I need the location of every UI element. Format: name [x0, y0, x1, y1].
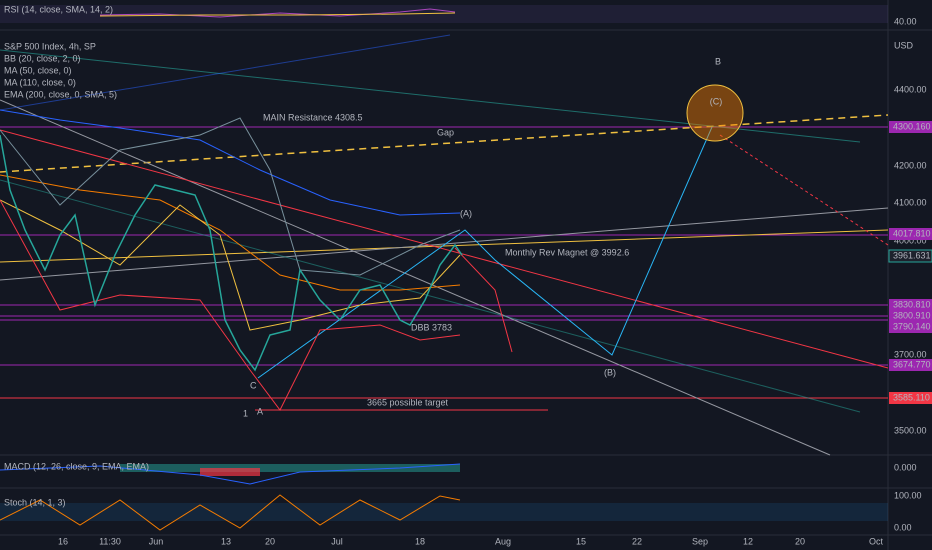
date-label: Jun	[149, 536, 164, 546]
legend-item: EMA (200, close, 0, SMA, 5)	[4, 89, 117, 99]
date-label: 13	[221, 536, 231, 546]
trend-line	[0, 99, 831, 456]
date-label: 16	[58, 536, 68, 546]
annotation: B	[715, 56, 721, 66]
stoch-line	[0, 494, 461, 531]
price-axis-label: 4200.00	[894, 160, 927, 170]
macd-histogram	[200, 468, 260, 476]
price-label: 3830.810	[893, 299, 931, 309]
rsi-axis-label: 40.00	[894, 16, 917, 26]
ema	[0, 109, 461, 216]
price-label: 4300.160	[893, 121, 931, 131]
annotation: MAIN Resistance 4308.5	[263, 112, 363, 122]
price-label-bg	[889, 359, 932, 371]
macd-histogram	[120, 464, 460, 472]
trend-line	[0, 129, 889, 369]
date-label: Sep	[692, 536, 708, 546]
date-label: Oct	[869, 536, 884, 546]
price-label-bg	[888, 249, 932, 263]
trend-line	[0, 34, 451, 111]
rsi-label: RSI (14, close, SMA, 14, 2)	[4, 4, 113, 14]
trend-line	[0, 179, 861, 413]
stoch-label: Stoch (14, 1, 3)	[4, 497, 66, 507]
annotation: A	[257, 406, 263, 416]
annotation: Gap	[437, 127, 454, 137]
target-circle	[686, 84, 744, 142]
date-label: Jul	[331, 536, 343, 546]
annotation: (A)	[460, 208, 472, 218]
annotation: 1	[243, 408, 248, 418]
price-axis-label: 4100.00	[894, 197, 927, 207]
annotation: (C)	[710, 96, 723, 106]
ma	[0, 174, 461, 291]
price-label: 3790.140	[893, 321, 931, 331]
price-label-bg	[889, 228, 932, 240]
price-axis-label: 4400.00	[894, 84, 927, 94]
price-label-bg	[889, 121, 932, 133]
macd-label: MACD (12, 26, close, 9, EMA, EMA)	[4, 461, 149, 471]
trend-line	[0, 49, 861, 143]
date-label: 11:30	[99, 536, 121, 546]
price-axis-label: 4000.00	[894, 235, 927, 245]
stoch-band	[0, 503, 888, 521]
price-label: 3961.631	[893, 250, 931, 260]
trend-line	[0, 229, 889, 263]
date-label: 20	[265, 536, 275, 546]
price-label-bg	[889, 321, 932, 333]
price-label-bg	[889, 310, 932, 322]
price-label: 3585.110	[893, 392, 930, 402]
price-axis-label: 3700.00	[894, 349, 927, 359]
price-path	[0, 134, 463, 372]
legend-item: MA (110, close, 0)	[4, 77, 76, 87]
price-label: 4017.810	[893, 228, 931, 238]
rsi-band	[0, 5, 888, 23]
bb-lower	[0, 199, 461, 411]
trend-line	[0, 207, 889, 281]
macd-axis-label: 0.000	[894, 462, 917, 472]
projection	[257, 126, 713, 379]
legend-item: S&P 500 Index, 4h, SP	[4, 41, 96, 51]
date-label: 12	[743, 536, 753, 546]
legend-item: BB (20, close, 2, 0)	[4, 53, 81, 63]
currency: USD	[894, 40, 914, 50]
stoch-axis-label: 100.00	[894, 490, 922, 500]
bb-upper	[0, 117, 461, 276]
price-label: 3674.770	[893, 359, 931, 369]
date-label: 22	[632, 536, 642, 546]
price-label-bg	[889, 392, 932, 404]
price-label-bg	[889, 299, 932, 311]
trend-line	[0, 114, 889, 173]
macd-line	[0, 463, 461, 485]
rsi-ma	[99, 12, 456, 17]
date-label: 20	[795, 536, 805, 546]
annotation: 3665 possible target	[367, 397, 449, 407]
date-label: 18	[415, 536, 425, 546]
date-label: 15	[576, 536, 586, 546]
annotation: C	[250, 380, 257, 390]
price-axis-label: 3500.00	[894, 425, 927, 435]
stoch-axis-label: 0.00	[894, 522, 912, 532]
price-label: 3800.910	[893, 310, 931, 320]
annotation: Monthly Rev Magnet @ 3992.6	[505, 247, 629, 257]
projection	[454, 247, 513, 353]
annotation: DBB 3783	[411, 322, 452, 332]
legend-item: MA (50, close, 0)	[4, 65, 72, 75]
annotation: (B)	[604, 367, 616, 377]
date-label: Aug	[495, 536, 511, 546]
